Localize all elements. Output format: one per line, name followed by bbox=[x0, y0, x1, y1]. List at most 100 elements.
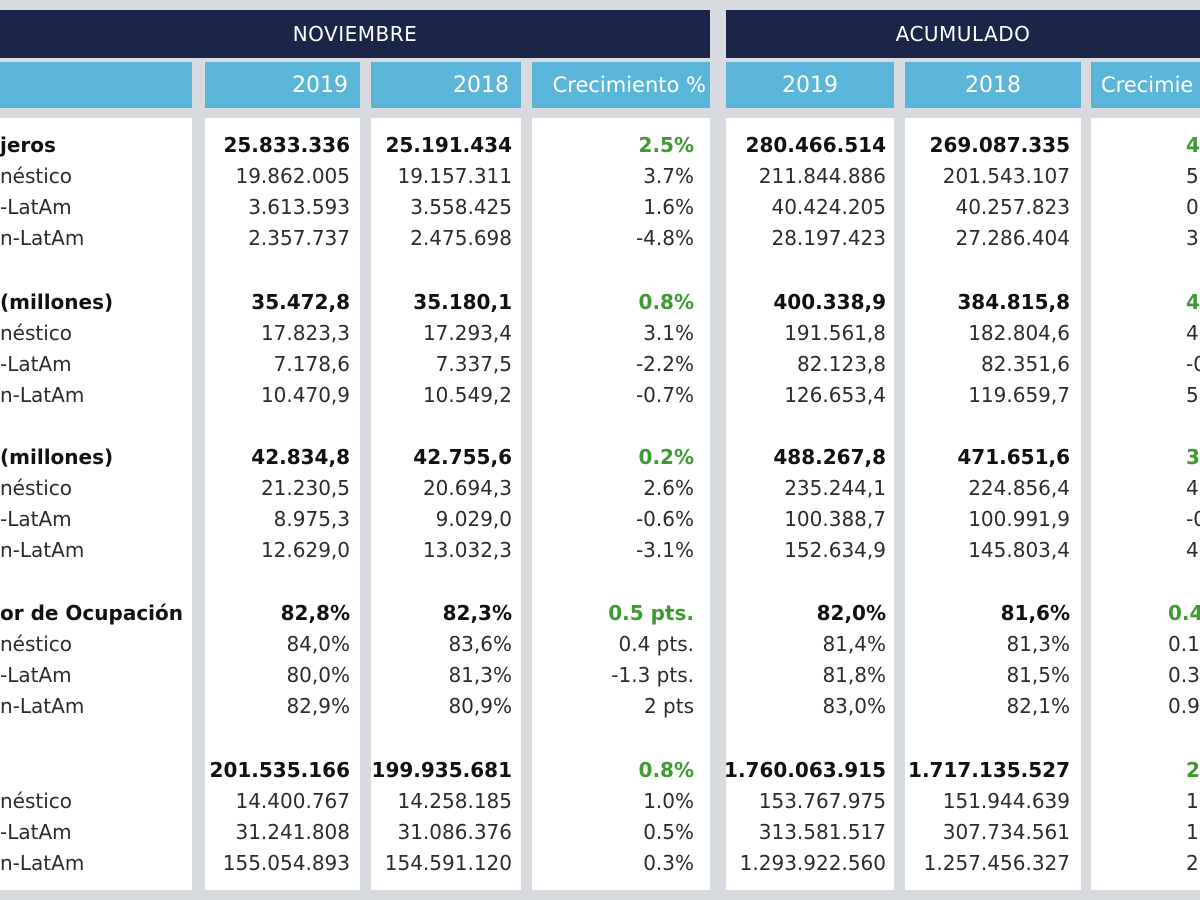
cell-acu-2018: 307.734.561 bbox=[942, 820, 1070, 844]
cell-nov-2018: 80,9% bbox=[448, 694, 512, 718]
cell-acu-2019: 40.424.205 bbox=[771, 195, 886, 219]
cell-nov-2018: 83,6% bbox=[448, 632, 512, 656]
cell-acu-2019: 82.123,8 bbox=[796, 352, 886, 376]
subheader-acu-2018: 2018 bbox=[905, 62, 1081, 108]
subheader-nov-growth: Crecimiento % bbox=[532, 62, 710, 108]
cell-acu-growth: 0.3 bbox=[1168, 663, 1200, 687]
cell-nov-2019: 31.241.808 bbox=[235, 820, 350, 844]
cell-nov-2019: 80,0% bbox=[286, 663, 350, 687]
cell-acu-2018: 40.257.823 bbox=[955, 195, 1070, 219]
cell-acu-2018: 82.351,6 bbox=[980, 352, 1070, 376]
header-noviembre: NOVIEMBRE bbox=[0, 10, 710, 58]
cell-nov-2019: 21.230,5 bbox=[260, 476, 350, 500]
cell-acu-growth: 2 bbox=[1186, 851, 1199, 875]
cell-nov-2019: 82,8% bbox=[280, 601, 350, 625]
cell-nov-2019: 42.834,8 bbox=[251, 445, 350, 469]
cell-nov-2018: 42.755,6 bbox=[413, 445, 512, 469]
cell-nov-2019: 8.975,3 bbox=[273, 507, 350, 531]
cell-acu-2018: 471.651,6 bbox=[957, 445, 1070, 469]
col-acu-2019 bbox=[726, 118, 894, 890]
row-label: n-LatAm bbox=[0, 383, 85, 407]
cell-acu-2018: 27.286.404 bbox=[955, 226, 1070, 250]
cell-nov-2019: 25.833.336 bbox=[223, 133, 350, 157]
col-acu-2018 bbox=[905, 118, 1081, 890]
cell-nov-2018: 20.694,3 bbox=[422, 476, 512, 500]
cell-nov-2018: 199.935.681 bbox=[371, 758, 512, 782]
cell-acu-2018: 145.803,4 bbox=[968, 538, 1070, 562]
cell-nov-2019: 201.535.166 bbox=[209, 758, 350, 782]
cell-acu-growth: 3 bbox=[1186, 445, 1200, 469]
cell-acu-growth: 5 bbox=[1186, 383, 1199, 407]
cell-acu-2019: 126.653,4 bbox=[784, 383, 886, 407]
cell-nov-growth: 1.0% bbox=[643, 789, 694, 813]
row-label: néstico bbox=[0, 476, 73, 500]
cell-nov-growth: 0.8% bbox=[638, 290, 694, 314]
cell-nov-2018: 7.337,5 bbox=[435, 352, 512, 376]
subheader-nov-2018: 2018 bbox=[371, 62, 521, 108]
cell-acu-2019: 28.197.423 bbox=[771, 226, 886, 250]
cell-nov-2019: 17.823,3 bbox=[260, 321, 350, 345]
row-label: (millones) bbox=[0, 445, 114, 469]
cell-nov-growth: 2 pts bbox=[643, 694, 694, 718]
cell-nov-2018: 35.180,1 bbox=[413, 290, 512, 314]
cell-nov-growth: -4.8% bbox=[635, 226, 694, 250]
cell-nov-growth: 0.3% bbox=[643, 851, 694, 875]
cell-nov-2018: 9.029,0 bbox=[435, 507, 512, 531]
cell-nov-2019: 84,0% bbox=[286, 632, 350, 656]
cell-acu-growth: 0.4 p bbox=[1168, 601, 1200, 625]
cell-nov-2018: 154.591.120 bbox=[384, 851, 512, 875]
cell-nov-2019: 12.629,0 bbox=[260, 538, 350, 562]
subheader-acu-growth: Crecimie bbox=[1091, 62, 1200, 108]
cell-acu-2019: 81,8% bbox=[822, 663, 886, 687]
cell-nov-growth: -2.2% bbox=[635, 352, 694, 376]
cell-nov-2018: 31.086.376 bbox=[397, 820, 512, 844]
cell-nov-growth: 0.8% bbox=[638, 758, 694, 782]
cell-acu-growth: 5 bbox=[1186, 164, 1199, 188]
cell-nov-growth: -0.6% bbox=[635, 507, 694, 531]
row-label: -LatAm bbox=[0, 507, 72, 531]
subheader-nov-2019: 2019 bbox=[205, 62, 360, 108]
cell-acu-growth: 0.1 bbox=[1168, 632, 1200, 656]
row-label: néstico bbox=[0, 164, 73, 188]
cell-nov-2019: 7.178,6 bbox=[273, 352, 350, 376]
cell-nov-2018: 2.475.698 bbox=[410, 226, 512, 250]
subheader-acu-2019: 2019 bbox=[726, 62, 894, 108]
cell-acu-2018: 151.944.639 bbox=[942, 789, 1070, 813]
cell-acu-growth: 3 bbox=[1186, 226, 1199, 250]
row-label: -LatAm bbox=[0, 820, 72, 844]
cell-acu-2019: 211.844.886 bbox=[758, 164, 886, 188]
cell-nov-growth: 0.4 pts. bbox=[618, 632, 694, 656]
cell-nov-2019: 3.613.593 bbox=[248, 195, 350, 219]
subheader-blank bbox=[0, 62, 192, 108]
cell-acu-2019: 82,0% bbox=[816, 601, 886, 625]
cell-acu-2019: 488.267,8 bbox=[773, 445, 886, 469]
cell-acu-2018: 81,5% bbox=[1006, 663, 1070, 687]
cell-nov-2018: 19.157.311 bbox=[397, 164, 512, 188]
cell-nov-growth: 3.7% bbox=[643, 164, 694, 188]
cell-acu-2019: 400.338,9 bbox=[773, 290, 886, 314]
cell-nov-growth: 2.5% bbox=[638, 133, 694, 157]
cell-acu-growth: 4 bbox=[1186, 476, 1199, 500]
row-label: n-LatAm bbox=[0, 694, 85, 718]
cell-acu-2018: 1.257.456.327 bbox=[923, 851, 1070, 875]
cell-nov-2018: 10.549,2 bbox=[422, 383, 512, 407]
cell-nov-2018: 17.293,4 bbox=[422, 321, 512, 345]
cell-nov-growth: -1.3 pts. bbox=[611, 663, 694, 687]
cell-acu-2018: 100.991,9 bbox=[968, 507, 1070, 531]
cell-nov-2018: 81,3% bbox=[448, 663, 512, 687]
cell-acu-2019: 191.561,8 bbox=[784, 321, 886, 345]
cell-acu-2019: 81,4% bbox=[822, 632, 886, 656]
cell-acu-growth: 0.9 bbox=[1168, 694, 1200, 718]
cell-acu-2019: 100.388,7 bbox=[784, 507, 886, 531]
row-label: jeros bbox=[0, 133, 56, 157]
cell-acu-growth: 1 bbox=[1186, 820, 1199, 844]
cell-acu-growth: 4 bbox=[1186, 133, 1200, 157]
row-label: néstico bbox=[0, 632, 73, 656]
cell-acu-2018: 81,3% bbox=[1006, 632, 1070, 656]
cell-nov-growth: 0.5 pts. bbox=[608, 601, 694, 625]
cell-acu-2018: 201.543.107 bbox=[942, 164, 1070, 188]
cell-acu-2018: 82,1% bbox=[1006, 694, 1070, 718]
header-acumulado: ACUMULADO bbox=[726, 10, 1200, 58]
col-labels bbox=[0, 118, 192, 890]
row-label: -LatAm bbox=[0, 195, 72, 219]
